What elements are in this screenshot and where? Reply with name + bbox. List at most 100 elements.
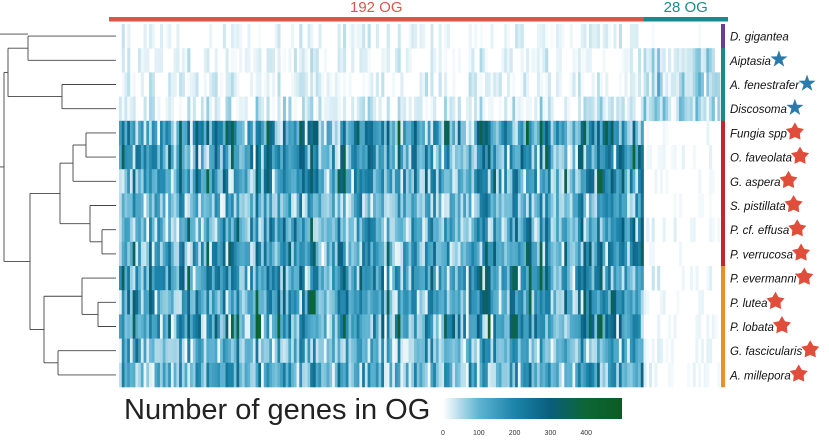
heatmap-cell — [411, 217, 415, 243]
heatmap-cell — [419, 266, 423, 291]
heatmap-cell — [168, 290, 172, 315]
heatmap-cell — [463, 169, 467, 194]
heatmap-cell — [266, 338, 270, 364]
heatmap-cell — [403, 266, 407, 291]
heatmap-cell — [353, 193, 358, 218]
heatmap-cell — [304, 290, 308, 315]
heatmap-cell — [214, 96, 218, 122]
heatmap-cell — [556, 24, 560, 49]
heatmap-cell — [638, 193, 642, 218]
heatmap-cell — [140, 314, 144, 339]
heatmap-cell — [471, 145, 475, 170]
heatmap-cell — [140, 169, 144, 194]
heatmap-cell — [668, 96, 672, 122]
heatmap-cell — [140, 266, 144, 291]
heatmap-cell — [220, 169, 224, 194]
heatmap-cell — [326, 314, 330, 339]
heatmap-cell — [490, 24, 494, 49]
heatmap-cell — [618, 290, 622, 315]
heatmap-cell — [231, 217, 235, 243]
heatmap-cell — [370, 217, 374, 243]
heatmap-cell — [329, 362, 333, 388]
heatmap-cell — [222, 241, 226, 267]
heatmap-cell — [190, 241, 194, 267]
heatmap-cell — [564, 193, 568, 218]
heatmap-cell — [430, 48, 434, 73]
heatmap-cell — [648, 48, 653, 73]
row-label: D. gigantea — [730, 32, 789, 44]
heatmap-cell — [293, 193, 297, 218]
heatmap-cell — [490, 241, 494, 267]
heatmap-cell — [233, 217, 237, 243]
heatmap-cell — [657, 96, 661, 122]
heatmap-cell — [228, 72, 232, 97]
heatmap-cell — [343, 72, 347, 97]
heatmap-cell — [506, 266, 510, 291]
heatmap-cell — [323, 266, 327, 291]
heatmap-cell — [588, 362, 592, 388]
row-label: A. fenestrafer — [729, 80, 800, 92]
heatmap-cell — [143, 266, 147, 291]
heatmap-cell — [252, 217, 256, 243]
heatmap-cell — [698, 169, 702, 194]
heatmap-cell — [173, 120, 177, 146]
heatmap-cell — [476, 241, 480, 267]
heatmap-cell — [258, 290, 262, 315]
heatmap-cell — [176, 169, 180, 194]
heatmap-cell — [351, 362, 355, 388]
heatmap-cell — [465, 96, 470, 122]
heatmap-cell — [307, 96, 311, 122]
heatmap-cell — [258, 24, 262, 49]
heatmap-cell — [359, 193, 363, 218]
heatmap-cell — [405, 193, 409, 218]
heatmap-cell — [173, 217, 177, 243]
heatmap-cell — [179, 314, 183, 339]
heatmap-cell — [291, 314, 295, 339]
heatmap-cell — [531, 362, 535, 388]
heatmap-cell — [536, 48, 541, 73]
heatmap-cell — [258, 314, 262, 339]
heatmap-cell — [504, 314, 508, 339]
heatmap-cell — [198, 362, 202, 388]
heatmap-cell — [162, 145, 166, 170]
heatmap-cell — [520, 24, 524, 49]
heatmap-cell — [211, 217, 215, 243]
heatmap-cell — [277, 217, 281, 243]
heatmap-cell — [520, 193, 524, 218]
heatmap-cell — [403, 193, 407, 218]
heatmap-cell — [119, 217, 123, 243]
heatmap-cell — [255, 72, 259, 97]
heatmap-cell — [348, 241, 352, 267]
heatmap-cell — [506, 217, 510, 243]
heatmap-cell — [307, 120, 311, 146]
heatmap-cell — [304, 72, 308, 97]
heatmap-cell — [302, 72, 306, 97]
heatmap-cell — [632, 193, 636, 218]
heatmap-cell — [203, 48, 207, 73]
heatmap-cell — [455, 169, 459, 194]
heatmap-cell — [343, 314, 347, 339]
heatmap-cell — [608, 24, 612, 49]
heatmap-cell — [621, 120, 625, 146]
heatmap-cell — [569, 338, 573, 364]
heatmap-cell — [709, 266, 713, 291]
heatmap-cell — [471, 314, 475, 339]
heatmap-cell — [195, 241, 199, 267]
heatmap-cell — [383, 217, 388, 243]
heatmap-cell — [504, 338, 508, 364]
heatmap-cell — [209, 24, 213, 49]
heatmap-cell — [463, 266, 467, 291]
heatmap-cell — [132, 72, 136, 97]
heatmap-cell — [558, 241, 562, 267]
heatmap-cell — [318, 362, 322, 388]
heatmap-cell — [460, 266, 464, 291]
heatmap-cell — [157, 241, 161, 267]
heatmap-cell — [187, 217, 191, 243]
heatmap-cell — [515, 217, 519, 243]
heatmap-cell — [389, 145, 393, 170]
heatmap-cell — [239, 145, 243, 170]
heatmap-cell — [493, 217, 497, 243]
heatmap-cell — [588, 193, 592, 218]
heatmap-cell — [241, 290, 246, 315]
heatmap-cell — [209, 314, 213, 339]
